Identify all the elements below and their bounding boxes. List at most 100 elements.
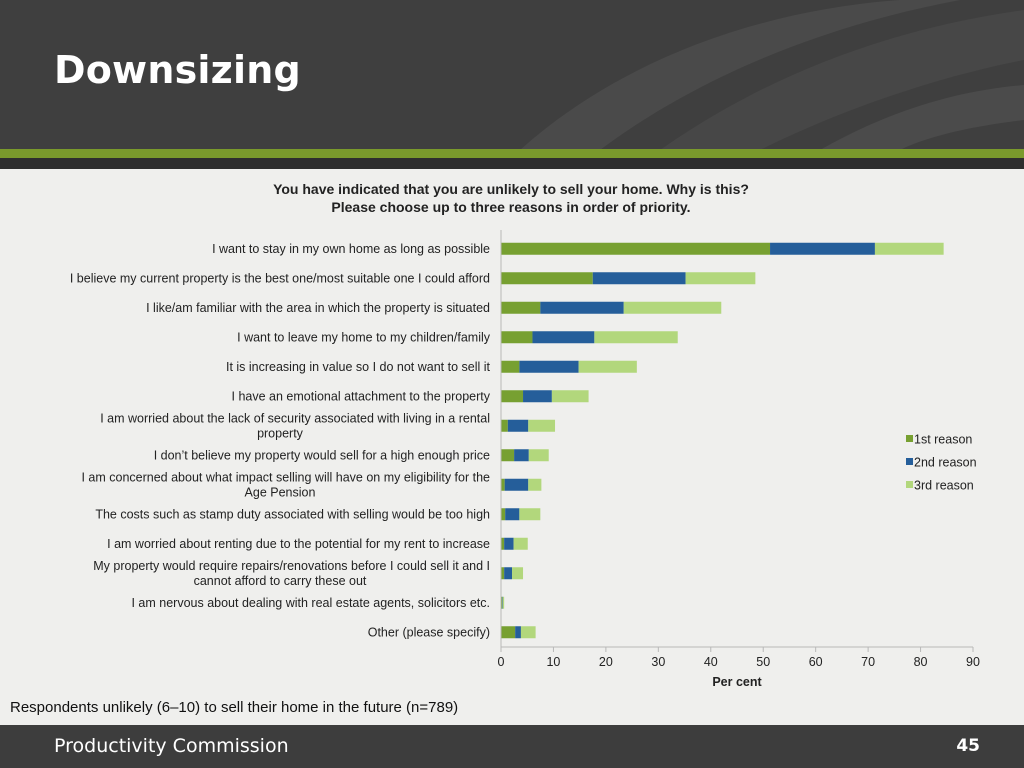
bar-segment-3 bbox=[874, 242, 944, 255]
x-axis: 0 10 20 30 40 50 60 70 80 90 Per cent bbox=[498, 230, 980, 689]
category-label-line: I don’t believe my property would sell f… bbox=[154, 448, 490, 462]
bar-segment-1 bbox=[501, 567, 505, 580]
bar-segment-3 bbox=[551, 390, 589, 403]
category-label-line: I like/am familiar with the area in whic… bbox=[146, 301, 490, 315]
x-axis-label: Per cent bbox=[712, 675, 762, 689]
category-label-line: I believe my current property is the bes… bbox=[70, 271, 490, 285]
bar-segment-2 bbox=[507, 419, 529, 432]
bar-segment-3 bbox=[513, 537, 528, 550]
category-label-line: I am nervous about dealing with real est… bbox=[131, 596, 490, 610]
x-tick-label: 0 bbox=[498, 655, 505, 669]
slide-footer: Productivity Commission 45 bbox=[0, 725, 1024, 768]
chart-title-line-1: You have indicated that you are unlikely… bbox=[273, 181, 749, 197]
bar-segment-2 bbox=[502, 596, 503, 609]
category-label: I like/am familiar with the area in whic… bbox=[146, 301, 490, 315]
chart-title-line-2: Please choose up to three reasons in ord… bbox=[331, 199, 691, 215]
category-label: I am worried about the lack of security … bbox=[100, 411, 490, 440]
bar-segment-1 bbox=[501, 596, 503, 609]
bar-segment-3 bbox=[623, 301, 722, 314]
category-label: I have an emotional attachment to the pr… bbox=[232, 389, 491, 403]
category-label: I believe my current property is the bes… bbox=[70, 271, 490, 285]
category-label-line: property bbox=[257, 426, 304, 440]
bar-segment-1 bbox=[501, 390, 524, 403]
header-green-stripe bbox=[0, 149, 1024, 158]
category-label: The costs such as stamp duty associated … bbox=[95, 507, 490, 521]
bar-segment-3 bbox=[528, 478, 542, 491]
category-label-line: I am worried about the lack of security … bbox=[100, 411, 490, 425]
category-label: It is increasing in value so I do not wa… bbox=[226, 360, 491, 374]
chart-title: You have indicated that you are unlikely… bbox=[200, 180, 822, 216]
bar-segment-2 bbox=[540, 301, 624, 314]
category-label-line: I am concerned about what impact selling… bbox=[81, 470, 490, 484]
bar-segment-3 bbox=[578, 360, 637, 373]
bar-segment-2 bbox=[504, 567, 513, 580]
header-dark-stripe bbox=[0, 158, 1024, 169]
x-tick-label: 70 bbox=[861, 655, 875, 669]
bar-segment-2 bbox=[532, 331, 595, 344]
header-swoosh-graphic bbox=[520, 0, 1024, 150]
x-tick-label: 30 bbox=[651, 655, 665, 669]
x-tick-label: 50 bbox=[756, 655, 770, 669]
bar-segment-2 bbox=[515, 626, 521, 639]
bar-segment-1 bbox=[501, 478, 505, 491]
bar-segment-2 bbox=[519, 360, 579, 373]
x-tick-label: 60 bbox=[809, 655, 823, 669]
legend-entry: 1st reason bbox=[914, 433, 972, 447]
page-number: 45 bbox=[956, 736, 980, 756]
bar-segment-3 bbox=[512, 567, 524, 580]
bar-segment-1 bbox=[501, 626, 516, 639]
footnote: Respondents unlikely (6–10) to sell thei… bbox=[10, 699, 459, 716]
bar-segment-3 bbox=[594, 331, 678, 344]
category-label-line: I want to stay in my own home as long as… bbox=[212, 242, 490, 256]
category-label-line: I am worried about renting due to the po… bbox=[107, 537, 490, 551]
category-label: Other (please specify) bbox=[368, 625, 490, 639]
bar-segment-2 bbox=[514, 449, 529, 462]
category-label-line: I have an emotional attachment to the pr… bbox=[232, 389, 491, 403]
bar-segment-1 bbox=[501, 419, 508, 432]
bar-segment-2 bbox=[770, 242, 875, 255]
footer-organization: Productivity Commission bbox=[54, 735, 289, 757]
x-tick-label: 40 bbox=[704, 655, 718, 669]
bar-segment-2 bbox=[592, 272, 686, 285]
legend: 1st reason 2nd reason 3rd reason bbox=[906, 433, 977, 493]
legend-entry: 2nd reason bbox=[914, 456, 977, 470]
bar-segment-1 bbox=[501, 508, 506, 521]
bar-segment-3 bbox=[520, 626, 536, 639]
category-label: I want to stay in my own home as long as… bbox=[212, 242, 490, 256]
category-label: I don’t believe my property would sell f… bbox=[154, 448, 490, 462]
bar-segment-2 bbox=[504, 537, 514, 550]
x-tick-label: 80 bbox=[914, 655, 928, 669]
bar-segment-3 bbox=[519, 508, 541, 521]
slide-title: Downsizing bbox=[54, 48, 301, 92]
category-label-line: Age Pension bbox=[245, 485, 316, 499]
bar-segment-1 bbox=[501, 272, 593, 285]
category-label: I am concerned about what impact selling… bbox=[81, 470, 490, 499]
bar-segment-1 bbox=[501, 242, 771, 255]
bar-segment-3 bbox=[528, 449, 549, 462]
x-tick-label: 90 bbox=[966, 655, 980, 669]
legend-swatch bbox=[906, 458, 913, 465]
category-label-line: The costs such as stamp duty associated … bbox=[95, 507, 490, 521]
bar-segment-3 bbox=[685, 272, 756, 285]
category-label-line: Other (please specify) bbox=[368, 625, 490, 639]
bar-segment-1 bbox=[501, 360, 520, 373]
bar-segment-2 bbox=[523, 390, 552, 403]
category-label: I want to leave my home to my children/f… bbox=[237, 330, 491, 344]
bars-group bbox=[501, 242, 944, 639]
category-labels: I want to stay in my own home as long as… bbox=[70, 242, 491, 640]
bar-segment-2 bbox=[504, 478, 529, 491]
category-label: I am nervous about dealing with real est… bbox=[131, 596, 490, 610]
bar-segment-1 bbox=[501, 537, 505, 550]
category-label-line: cannot afford to carry these out bbox=[194, 574, 367, 588]
bar-segment-2 bbox=[505, 508, 520, 521]
category-label: I am worried about renting due to the po… bbox=[107, 537, 490, 551]
legend-swatch bbox=[906, 435, 913, 442]
x-tick-label: 10 bbox=[546, 655, 560, 669]
bar-segment-1 bbox=[501, 449, 515, 462]
category-label-line: It is increasing in value so I do not wa… bbox=[226, 360, 491, 374]
legend-entry: 3rd reason bbox=[914, 479, 974, 493]
legend-swatch bbox=[906, 481, 913, 488]
x-tick-label: 20 bbox=[599, 655, 613, 669]
category-label: My property would require repairs/renova… bbox=[93, 559, 490, 588]
